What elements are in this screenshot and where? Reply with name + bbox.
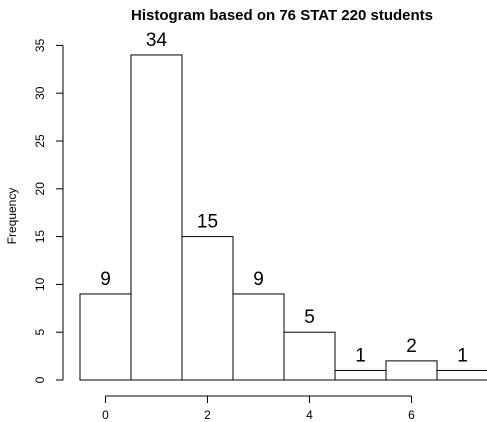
histogram-bar — [436, 369, 487, 381]
histogram-bar — [385, 360, 438, 381]
bar-count-label: 1 — [355, 345, 366, 366]
y-tick-label: 15 — [33, 230, 47, 244]
y-tick-label: 30 — [33, 86, 47, 100]
x-tick-label: 0 — [102, 408, 109, 422]
histogram-bar — [130, 54, 183, 381]
bar-count-label: 9 — [100, 269, 111, 290]
bar-count-label: 5 — [304, 307, 315, 328]
x-tick-label: 6 — [408, 408, 415, 422]
data-labels-group: 9 34 15 9 5 1 2 1 — [100, 30, 468, 366]
y-tick-label: 10 — [33, 277, 47, 291]
chart-title: Histogram based on 76 STAT 220 students — [131, 7, 433, 24]
x-axis: 0 2 4 6 — [102, 395, 415, 422]
histogram-bar — [334, 369, 387, 381]
y-tick-label: 25 — [33, 134, 47, 148]
bar-count-label: 9 — [253, 269, 264, 290]
y-tick-label: 20 — [33, 182, 47, 196]
y-tick-label: 0 — [33, 376, 47, 383]
bar-count-label: 34 — [146, 30, 168, 51]
histogram-bar — [232, 293, 285, 381]
bars-group — [79, 54, 487, 381]
y-axis: 0 5 10 15 20 25 30 35 — [33, 38, 64, 383]
x-tick-label: 4 — [306, 408, 313, 422]
y-tick-label: 5 — [33, 329, 47, 336]
bar-count-label: 2 — [406, 336, 417, 357]
histogram-bar — [181, 236, 234, 381]
bar-count-label: 15 — [197, 212, 218, 233]
histogram-bar — [79, 293, 132, 381]
y-tick-label: 35 — [33, 38, 47, 52]
histogram-bar — [283, 331, 336, 381]
y-axis-label: Frequency — [5, 188, 19, 245]
bar-count-label: 1 — [457, 345, 468, 366]
x-tick-label: 2 — [204, 408, 211, 422]
